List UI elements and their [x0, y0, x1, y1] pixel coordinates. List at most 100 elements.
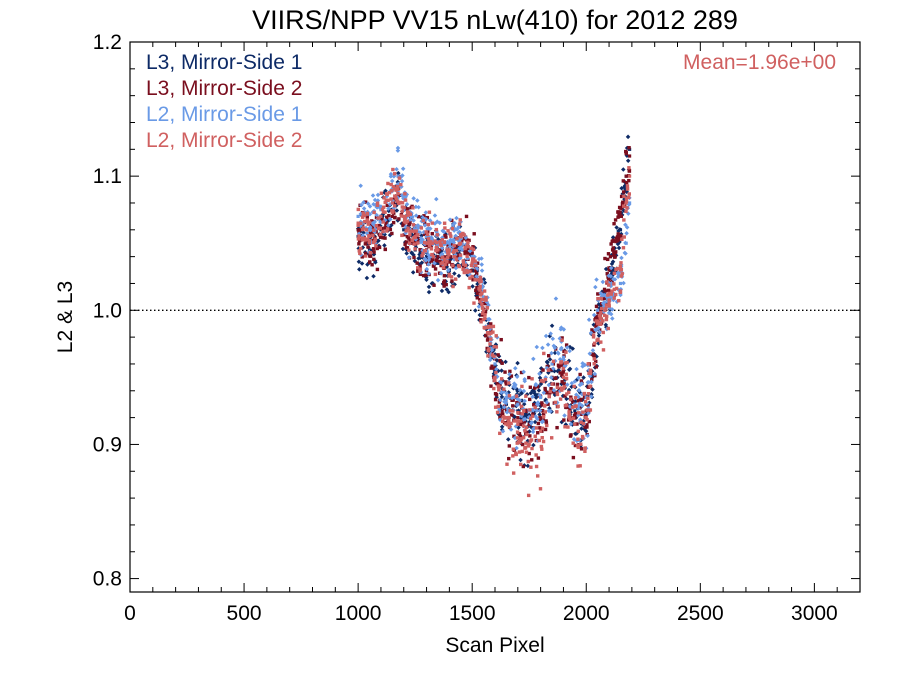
- data-point: [365, 201, 371, 206]
- data-point: [544, 359, 550, 365]
- data-point: [538, 415, 542, 420]
- data-point: [601, 300, 606, 306]
- data-point: [470, 274, 474, 279]
- data-point: [622, 204, 626, 208]
- data-point: [443, 255, 447, 259]
- data-point: [391, 184, 396, 189]
- data-point: [450, 246, 455, 251]
- data-point: [519, 419, 523, 423]
- data-point: [470, 255, 474, 259]
- data-point: [531, 442, 536, 448]
- data-point: [476, 256, 482, 262]
- data-point: [498, 382, 502, 386]
- data-point: [504, 380, 508, 384]
- data-point: [520, 384, 524, 389]
- data-point: [569, 395, 573, 399]
- data-point: [473, 269, 478, 273]
- data-point: [361, 206, 367, 211]
- data-point: [394, 197, 398, 201]
- data-point: [503, 370, 507, 374]
- data-point: [478, 288, 482, 292]
- data-point: [393, 215, 397, 220]
- data-point: [555, 425, 559, 430]
- data-point: [531, 356, 536, 362]
- data-point: [522, 376, 527, 382]
- data-point: [618, 213, 622, 217]
- data-point: [621, 190, 626, 194]
- data-point: [359, 246, 363, 251]
- data-point: [356, 221, 360, 225]
- data-point: [434, 248, 438, 253]
- data-point: [620, 272, 624, 276]
- data-point: [603, 266, 609, 272]
- data-point: [486, 336, 490, 340]
- data-point: [564, 350, 568, 354]
- data-point: [392, 204, 397, 208]
- data-point: [422, 221, 427, 225]
- data-point: [462, 270, 466, 275]
- data-point: [591, 333, 596, 337]
- data-point: [627, 168, 631, 173]
- data-point: [619, 194, 624, 199]
- data-point: [515, 396, 520, 402]
- data-point: [594, 365, 599, 369]
- data-point: [486, 354, 490, 358]
- data-point: [574, 404, 578, 408]
- data-point: [363, 219, 367, 224]
- data-point: [494, 345, 499, 349]
- data-point: [362, 213, 367, 217]
- data-point: [563, 394, 567, 398]
- data-point: [474, 263, 478, 268]
- data-point: [433, 267, 438, 271]
- data-point: [473, 278, 477, 282]
- data-point: [542, 403, 547, 408]
- data-point: [555, 410, 559, 414]
- data-point: [451, 263, 455, 268]
- data-point: [364, 275, 370, 281]
- data-point: [504, 391, 509, 396]
- data-point: [505, 462, 509, 466]
- data-point: [414, 229, 418, 233]
- data-point: [400, 233, 404, 238]
- data-point: [475, 291, 480, 296]
- data-point: [478, 297, 482, 302]
- data-point: [594, 324, 598, 329]
- data-point: [563, 425, 567, 429]
- data-point: [497, 388, 501, 392]
- data-point: [365, 211, 370, 216]
- data-point: [540, 426, 545, 430]
- data-point: [532, 403, 536, 407]
- data-point: [462, 237, 467, 241]
- data-point: [445, 259, 449, 264]
- data-point: [558, 326, 564, 332]
- data-point: [438, 259, 442, 264]
- data-point: [358, 251, 362, 256]
- data-point: [599, 340, 603, 344]
- data-point: [458, 253, 463, 257]
- data-point: [503, 359, 508, 365]
- data-point: [620, 237, 624, 242]
- data-point: [616, 266, 620, 271]
- data-point: [374, 244, 378, 248]
- data-point: [602, 287, 607, 292]
- data-point: [358, 183, 363, 189]
- data-point: [425, 215, 430, 220]
- data-point: [523, 446, 527, 450]
- data-point: [432, 283, 436, 287]
- data-point: [422, 214, 426, 218]
- data-point: [627, 192, 632, 196]
- data-point: [463, 235, 469, 241]
- data-point: [525, 432, 529, 437]
- data-point: [474, 274, 479, 279]
- data-point: [606, 273, 612, 279]
- data-point: [546, 402, 550, 406]
- data-point: [535, 385, 540, 389]
- data-point: [457, 242, 462, 246]
- data-point: [526, 444, 531, 448]
- data-point: [439, 243, 443, 248]
- data-point: [585, 417, 589, 422]
- data-point: [480, 313, 484, 317]
- data-point: [479, 320, 483, 324]
- data-point: [627, 166, 631, 170]
- data-point: [609, 242, 613, 246]
